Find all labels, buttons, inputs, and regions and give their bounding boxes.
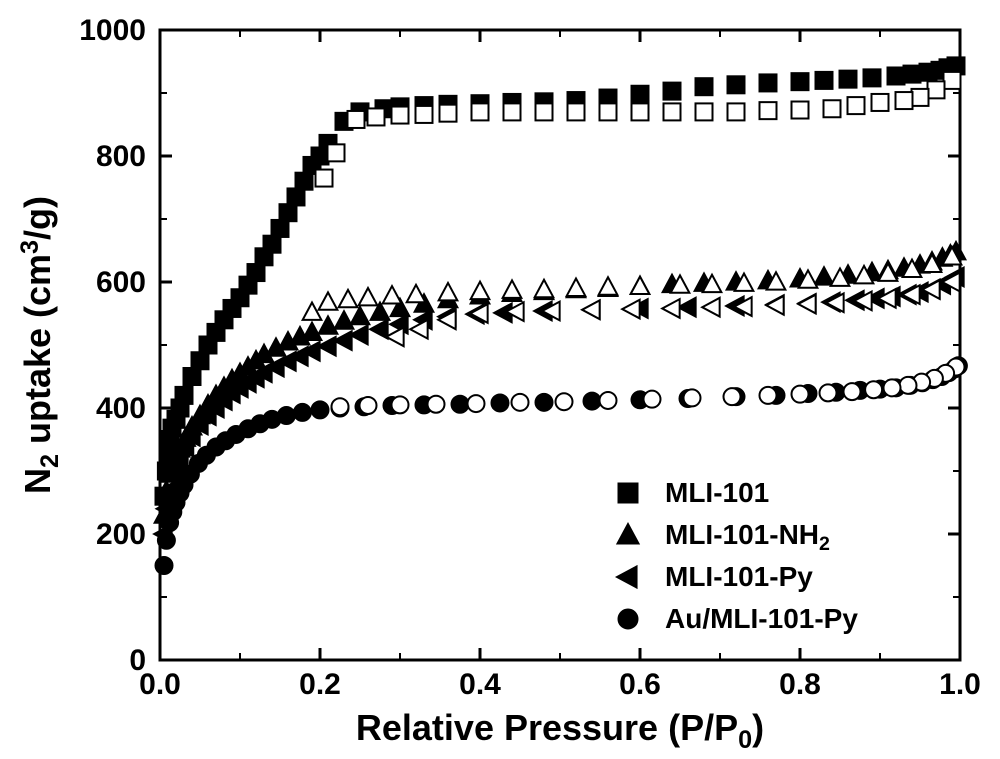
x-tick-label: 0.4 [459,668,501,701]
y-tick-label: 0 [129,644,146,677]
y-tick-label: 400 [96,392,146,425]
legend-label: MLI-101-NH2 [665,519,830,555]
x-tick-label: 0.8 [779,668,821,701]
n2-isotherm-chart: 0.00.20.40.60.81.002004006008001000 MLI-… [0,0,1000,759]
x-axis-title: Relative Pressure (P/P0) [356,707,764,754]
chart-svg: 0.00.20.40.60.81.002004006008001000 MLI-… [0,0,1000,759]
legend-label: Au/MLI-101-Py [665,603,858,634]
y-axis-title: N2 uptake (cm3/g) [16,196,64,494]
x-tick-label: 0.2 [299,668,341,701]
x-tick-label: 1.0 [939,668,981,701]
x-tick-label: 0.6 [619,668,661,701]
legend-label: MLI-101-Py [665,561,813,592]
legend-label: MLI-101 [665,477,769,508]
y-tick-label: 1000 [79,14,146,47]
y-tick-label: 200 [96,518,146,551]
y-tick-label: 600 [96,266,146,299]
y-tick-label: 800 [96,140,146,173]
